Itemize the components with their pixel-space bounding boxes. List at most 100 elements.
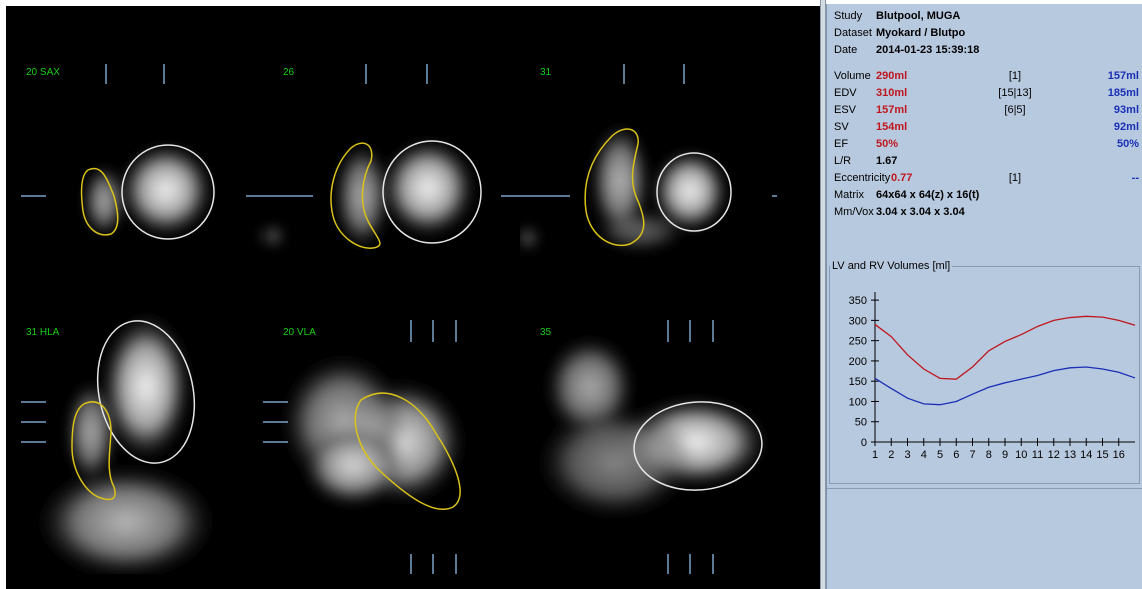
lv-contour[interactable] xyxy=(354,392,461,510)
x-tick-label: 2 xyxy=(888,449,894,461)
x-tick-label: 8 xyxy=(986,449,992,461)
matrix-label: Matrix xyxy=(834,189,864,201)
viewer-tile[interactable]: 20 SAX xyxy=(6,6,263,288)
y-tick-label: 100 xyxy=(849,396,867,408)
volume-lv: 290ml xyxy=(876,70,908,82)
row-mmvox: Mm/Vox 3.04 x 3.04 x 3.04 xyxy=(827,204,1142,221)
rv-volume-line xyxy=(874,366,1136,406)
edv-lv: 310ml xyxy=(876,87,908,99)
x-tick-label: 16 xyxy=(1113,449,1125,461)
sv-label: SV xyxy=(834,121,849,133)
y-tick-label: 350 xyxy=(849,295,867,307)
results-panel: Study Blutpool, MUGA Dataset Myokard / B… xyxy=(826,4,1142,589)
lr-label: L/R xyxy=(834,155,852,167)
eccentricity-label: Eccentricity xyxy=(834,172,891,184)
chart-groupbox: 0 50 100 150 200 250 300 350 1 2 3 4 5 6 7 8 9 10 11 12 13 14… xyxy=(829,266,1140,484)
volume-frame: [1] xyxy=(1008,70,1022,82)
sv-lv: 154ml xyxy=(876,121,908,133)
x-tick-label: 4 xyxy=(921,449,927,461)
mmvox-value: 3.04 x 3.04 x 3.04 xyxy=(876,206,965,218)
row-matrix: Matrix 64x64 x 64(z) x 16(t) xyxy=(827,187,1142,204)
viewer-tile[interactable]: 20 VLA xyxy=(263,292,520,574)
tile-label: 26 xyxy=(283,67,295,78)
tile-label: 31 xyxy=(540,67,552,78)
row-edv: EDV 310ml [15|13] 185ml xyxy=(827,85,1142,102)
viewer-tile[interactable]: 35 xyxy=(520,292,777,574)
tile-image xyxy=(21,64,263,245)
mmvox-label: Mm/Vox xyxy=(834,206,874,218)
matrix-value: 64x64 x 64(z) x 16(t) xyxy=(876,189,980,201)
row-lr: L/R 1.67 xyxy=(827,153,1142,170)
row-date: Date 2014-01-23 15:39:18 xyxy=(827,42,1142,59)
row-study: Study Blutpool, MUGA xyxy=(827,8,1142,25)
dataset-value: Myokard / Blutpo xyxy=(876,27,966,39)
viewer-tile[interactable]: 31 xyxy=(520,6,777,288)
study-value: Blutpool, MUGA xyxy=(876,10,961,22)
ef-rv: 50% xyxy=(1116,138,1139,150)
lv-contour[interactable] xyxy=(85,312,207,472)
row-eccentricity: Eccentricity 0.77 [1] -- xyxy=(827,170,1142,187)
rv-contour[interactable] xyxy=(584,128,645,247)
lr-value: 1.67 xyxy=(876,155,898,167)
scan-intensity xyxy=(83,141,263,245)
lv-contour[interactable] xyxy=(382,140,482,244)
tile-image xyxy=(263,64,520,252)
tile-image xyxy=(534,320,770,574)
row-dataset: Dataset Myokard / Blutpo xyxy=(827,25,1142,42)
panel-splitter[interactable] xyxy=(820,0,826,589)
tile-image xyxy=(520,64,777,252)
esv-label: ESV xyxy=(834,104,857,116)
scan-intensity xyxy=(263,137,477,252)
tile-image xyxy=(21,311,218,574)
scan-intensity xyxy=(279,353,467,508)
scan-intensity xyxy=(534,335,770,520)
lv-contour[interactable] xyxy=(656,152,732,232)
x-tick-label: 7 xyxy=(969,449,975,461)
row-volume: Volume 290ml [1] 157ml xyxy=(827,68,1142,85)
y-tick-label: 50 xyxy=(855,417,867,429)
tile-label: 20 SAX xyxy=(26,67,60,78)
lv-contour[interactable] xyxy=(121,144,215,240)
viewer-tile[interactable]: 26 xyxy=(263,6,520,288)
esv-frame: [6|5] xyxy=(1004,104,1026,116)
volume-label: Volume xyxy=(834,70,871,82)
lv-contour[interactable] xyxy=(631,398,765,495)
scan-intensity xyxy=(34,311,218,574)
tile-image xyxy=(263,320,467,574)
x-tick-label: 3 xyxy=(904,449,910,461)
x-tick-label: 11 xyxy=(1032,449,1043,461)
lv-volume-line xyxy=(874,315,1136,380)
eccentricity-rv: -- xyxy=(1131,172,1139,184)
x-tick-label: 1 xyxy=(872,449,878,461)
chart-title: LV and RV Volumes [ml] xyxy=(830,260,953,272)
dataset-label: Dataset xyxy=(834,27,872,39)
y-tick-label: 300 xyxy=(849,315,867,327)
eccentricity-frame: [1] xyxy=(1008,172,1022,184)
viewer-tile[interactable]: 31 HLA xyxy=(6,292,263,574)
scan-intensity xyxy=(520,121,730,252)
y-tick-label: 150 xyxy=(849,376,867,388)
edv-frame: [15|13] xyxy=(998,87,1032,99)
date-label: Date xyxy=(834,44,858,56)
x-tick-label: 12 xyxy=(1048,449,1060,461)
y-tick-label: 250 xyxy=(849,336,867,348)
x-tick-label: 13 xyxy=(1064,449,1076,461)
tile-label: 20 VLA xyxy=(283,327,316,338)
volume-rv: 157ml xyxy=(1107,70,1139,82)
eccentricity-lv: 0.77 xyxy=(891,172,913,184)
row-ef: EF 50% 50% xyxy=(827,136,1142,153)
ef-label: EF xyxy=(834,138,849,150)
ef-lv: 50% xyxy=(876,138,899,150)
edv-label: EDV xyxy=(834,87,857,99)
esv-rv: 93ml xyxy=(1113,104,1139,116)
sv-rv: 92ml xyxy=(1113,121,1139,133)
y-tick-label: 0 xyxy=(861,437,867,449)
rv-contour[interactable] xyxy=(71,401,116,501)
esv-lv: 157ml xyxy=(876,104,908,116)
image-viewer[interactable]: 20 SAX 26 31 31 HLA 20 VLA 35 xyxy=(6,6,820,589)
x-tick-label: 6 xyxy=(953,449,959,461)
tile-label: 31 HLA xyxy=(26,327,60,338)
edv-rv: 185ml xyxy=(1107,87,1139,99)
rv-contour[interactable] xyxy=(80,167,119,236)
rv-contour[interactable] xyxy=(330,142,381,249)
